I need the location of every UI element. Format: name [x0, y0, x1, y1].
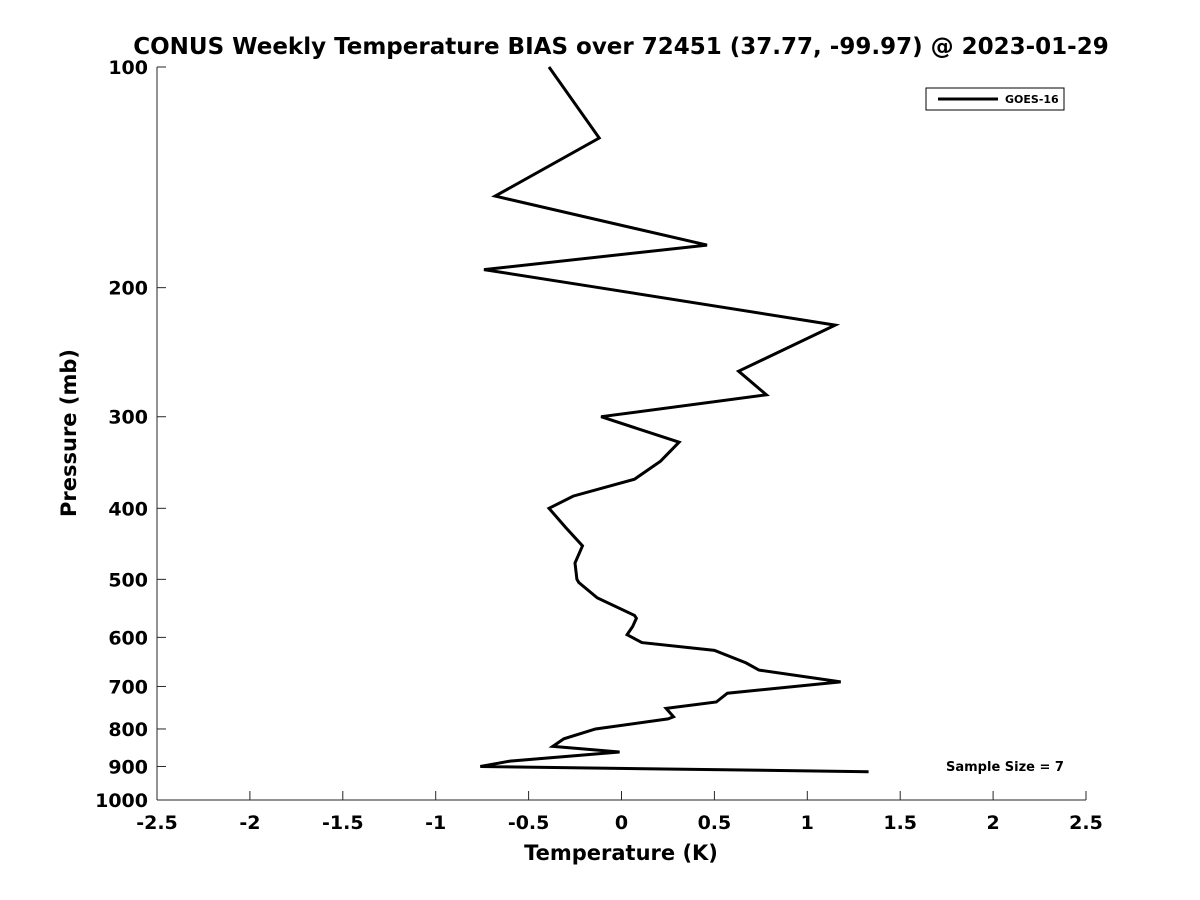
x-tick-label: 0.5 [698, 812, 732, 834]
y-tick-label: 700 [108, 676, 148, 698]
x-tick-label: 2 [986, 812, 999, 834]
legend: GOES-16 [925, 87, 1065, 111]
y-tick-label: 400 [108, 498, 148, 520]
y-tick-label: 1000 [95, 790, 148, 812]
x-tick-label: -1 [425, 812, 446, 834]
legend-entry-goes-16: GOES-16 [1005, 93, 1059, 106]
x-tick-label: -1.5 [322, 812, 364, 834]
y-tick-label: 500 [108, 569, 148, 591]
y-axis-label: Pressure (mb) [57, 349, 81, 517]
y-tick-label: 200 [108, 278, 148, 300]
x-axis-label: Temperature (K) [524, 841, 718, 865]
x-axis-ticks: -2.5 -2 -1.5 -1 -0.5 0 0.5 1 1.5 2 2.5 [136, 791, 1103, 834]
y-tick-label: 100 [108, 57, 148, 79]
x-tick-label: 1 [801, 812, 814, 834]
y-axis-ticks: 100 200 300 400 500 600 700 800 900 1000 [95, 57, 166, 812]
y-tick-label: 900 [108, 756, 148, 778]
x-tick-label: 0 [615, 812, 628, 834]
x-tick-label: -2.5 [136, 812, 178, 834]
series-line-goes-16 [480, 66, 869, 774]
plot-area: 100 200 300 400 500 600 700 800 900 1000 -2.5 -2 -1… [95, 57, 1103, 834]
y-tick-label: 600 [108, 627, 148, 649]
y-tick-label: 300 [108, 407, 148, 429]
y-tick-label: 800 [108, 719, 148, 741]
sample-size-annotation: Sample Size = 7 [946, 760, 1064, 775]
x-tick-label: 1.5 [883, 812, 917, 834]
x-tick-label: 2.5 [1069, 812, 1103, 834]
chart-title: CONUS Weekly Temperature BIAS over 72451… [133, 34, 1108, 60]
x-tick-label: -2 [239, 812, 260, 834]
x-tick-label: -0.5 [508, 812, 550, 834]
